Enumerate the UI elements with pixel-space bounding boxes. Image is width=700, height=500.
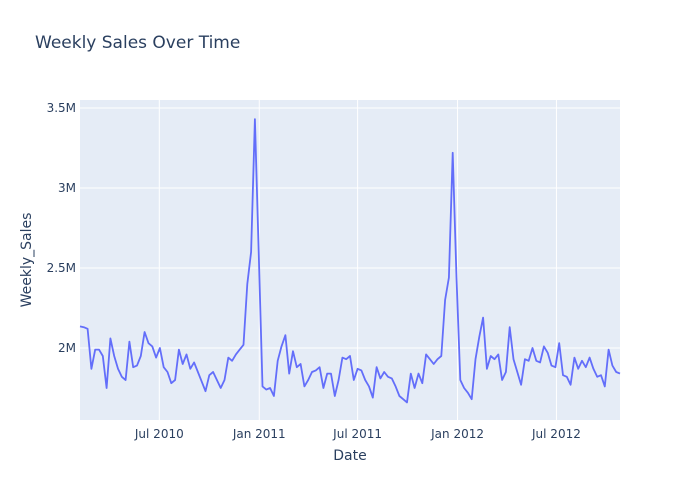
x-tick-labels: Jul 2010 Jan 2011 Jul 2011 Jan 2012 Jul 2012 (134, 427, 581, 441)
x-tick-label: Jul 2010 (134, 427, 184, 441)
y-axis-title: Weekly_Sales (19, 213, 35, 308)
chart-title: Weekly Sales Over Time (35, 33, 241, 53)
grid (80, 100, 620, 420)
plot-background (80, 100, 620, 420)
x-tick-label: Jan 2012 (430, 427, 484, 441)
series-line (79, 118, 621, 404)
x-tick-label: Jul 2011 (332, 427, 382, 441)
y-tick-labels: 2M 2.5M 3M 3.5M (47, 101, 76, 355)
x-tick-label: Jul 2012 (531, 427, 581, 441)
y-tick-label: 2M (58, 341, 76, 355)
y-tick-label: 3.5M (47, 101, 76, 115)
x-tick-label: Jan 2011 (232, 427, 286, 441)
y-tick-label: 3M (58, 181, 76, 195)
x-axis-title: Date (333, 448, 366, 464)
y-tick-label: 2.5M (47, 261, 76, 275)
